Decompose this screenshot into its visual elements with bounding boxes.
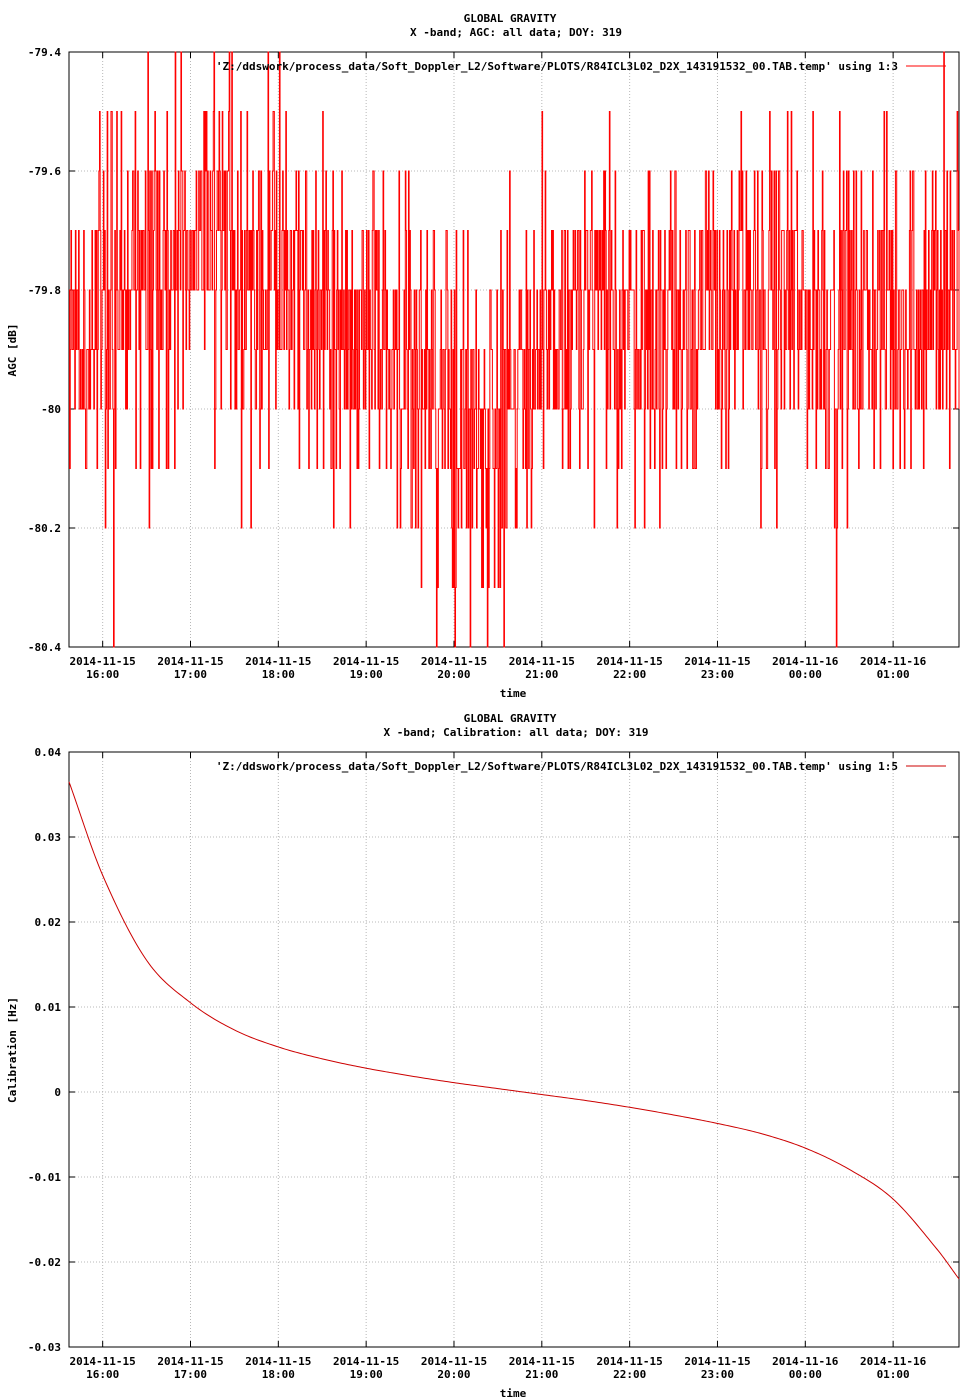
y-tick-label: -79.8 (28, 284, 61, 297)
calibration-chart: GLOBAL GRAVITY X -band; Calibration: all… (6, 712, 960, 1400)
x-tick-time-label: 18:00 (262, 1368, 295, 1381)
x-tick-date-label: 2014-11-16 (860, 1355, 927, 1368)
x-tick-time-label: 22:00 (613, 668, 646, 681)
x-tick-time-label: 00:00 (789, 668, 822, 681)
x-tick-date-label: 2014-11-15 (245, 1355, 311, 1368)
calibration-grid (69, 751, 959, 1348)
x-tick-date-label: 2014-11-15 (421, 655, 487, 668)
agc-chart: GLOBAL GRAVITY X -band; AGC: all data; D… (6, 12, 960, 700)
agc-y-axis-label: AGC [dB] (6, 324, 19, 377)
calibration-legend-label: 'Z:/ddswork/process_data/Soft_Doppler_L2… (216, 760, 898, 773)
agc-series-line (69, 51, 960, 648)
x-tick-time-label: 23:00 (701, 1368, 734, 1381)
x-tick-time-label: 16:00 (86, 668, 119, 681)
y-tick-label: 0.01 (35, 1001, 62, 1014)
y-tick-label: -79.6 (28, 165, 61, 178)
x-tick-date-label: 2014-11-15 (333, 1355, 399, 1368)
calibration-series-group (68, 781, 960, 1280)
x-tick-time-label: 17:00 (174, 1368, 207, 1381)
y-tick-label: -80.4 (28, 641, 61, 654)
x-tick-date-label: 2014-11-15 (157, 1355, 223, 1368)
y-tick-label: -0.01 (28, 1171, 61, 1184)
agc-chart-subtitle: X -band; AGC: all data; DOY: 319 (410, 26, 622, 39)
calibration-x-axis-label: time (500, 1387, 527, 1400)
x-tick-time-label: 18:00 (262, 668, 295, 681)
agc-series-group (69, 51, 960, 648)
x-tick-date-label: 2014-11-15 (70, 1355, 136, 1368)
x-tick-time-label: 20:00 (437, 1368, 470, 1381)
x-tick-date-label: 2014-11-15 (333, 655, 399, 668)
x-tick-time-label: 20:00 (437, 668, 470, 681)
calibration-y-axis-label: Calibration [Hz] (6, 997, 19, 1103)
y-tick-label: -80 (41, 403, 61, 416)
x-tick-date-label: 2014-11-15 (597, 1355, 663, 1368)
agc-x-axis-label: time (500, 687, 527, 700)
calibration-chart-subtitle: X -band; Calibration: all data; DOY: 319 (384, 726, 649, 739)
x-tick-time-label: 19:00 (350, 668, 383, 681)
calibration-y-ticks: 0.04 0.03 0.02 0.01 0 -0.01 -0.02 -0.03 (28, 746, 959, 1354)
y-tick-label: -0.02 (28, 1256, 61, 1269)
agc-legend-label: 'Z:/ddswork/process_data/Soft_Doppler_L2… (216, 60, 898, 73)
x-tick-date-label: 2014-11-15 (684, 655, 750, 668)
x-tick-date-label: 2014-11-15 (421, 1355, 487, 1368)
y-tick-label: -79.4 (28, 46, 61, 59)
x-tick-date-label: 2014-11-15 (509, 655, 575, 668)
y-tick-label: 0 (54, 1086, 61, 1099)
x-tick-time-label: 16:00 (86, 1368, 119, 1381)
x-tick-date-label: 2014-11-16 (772, 655, 839, 668)
x-tick-time-label: 01:00 (877, 668, 910, 681)
y-tick-label: 0.02 (35, 916, 62, 929)
x-tick-date-label: 2014-11-15 (684, 1355, 750, 1368)
x-tick-date-label: 2014-11-15 (157, 655, 223, 668)
calibration-chart-title: GLOBAL GRAVITY (464, 712, 557, 725)
agc-chart-title: GLOBAL GRAVITY (464, 12, 557, 25)
agc-x-ticks: 2014-11-1516:002014-11-1517:002014-11-15… (70, 52, 927, 681)
x-tick-date-label: 2014-11-15 (70, 655, 136, 668)
x-tick-time-label: 23:00 (701, 668, 734, 681)
x-tick-time-label: 22:00 (613, 1368, 646, 1381)
x-tick-time-label: 00:00 (789, 1368, 822, 1381)
calibration-plot-frame (68, 751, 960, 1348)
y-tick-label: 0.03 (35, 831, 62, 844)
x-tick-time-label: 21:00 (525, 668, 558, 681)
y-tick-label: 0.04 (35, 746, 62, 759)
x-tick-time-label: 19:00 (350, 1368, 383, 1381)
x-tick-date-label: 2014-11-15 (597, 655, 663, 668)
x-tick-date-label: 2014-11-15 (509, 1355, 575, 1368)
calibration-series-line (68, 781, 960, 1280)
x-tick-date-label: 2014-11-16 (772, 1355, 839, 1368)
calibration-x-ticks: 2014-11-1516:002014-11-1517:002014-11-15… (70, 752, 927, 1381)
x-tick-time-label: 21:00 (525, 1368, 558, 1381)
x-tick-date-label: 2014-11-15 (245, 655, 311, 668)
x-tick-time-label: 17:00 (174, 668, 207, 681)
x-tick-date-label: 2014-11-16 (860, 655, 927, 668)
y-tick-label: -0.03 (28, 1341, 61, 1354)
y-tick-label: -80.2 (28, 522, 61, 535)
x-tick-time-label: 01:00 (877, 1368, 910, 1381)
